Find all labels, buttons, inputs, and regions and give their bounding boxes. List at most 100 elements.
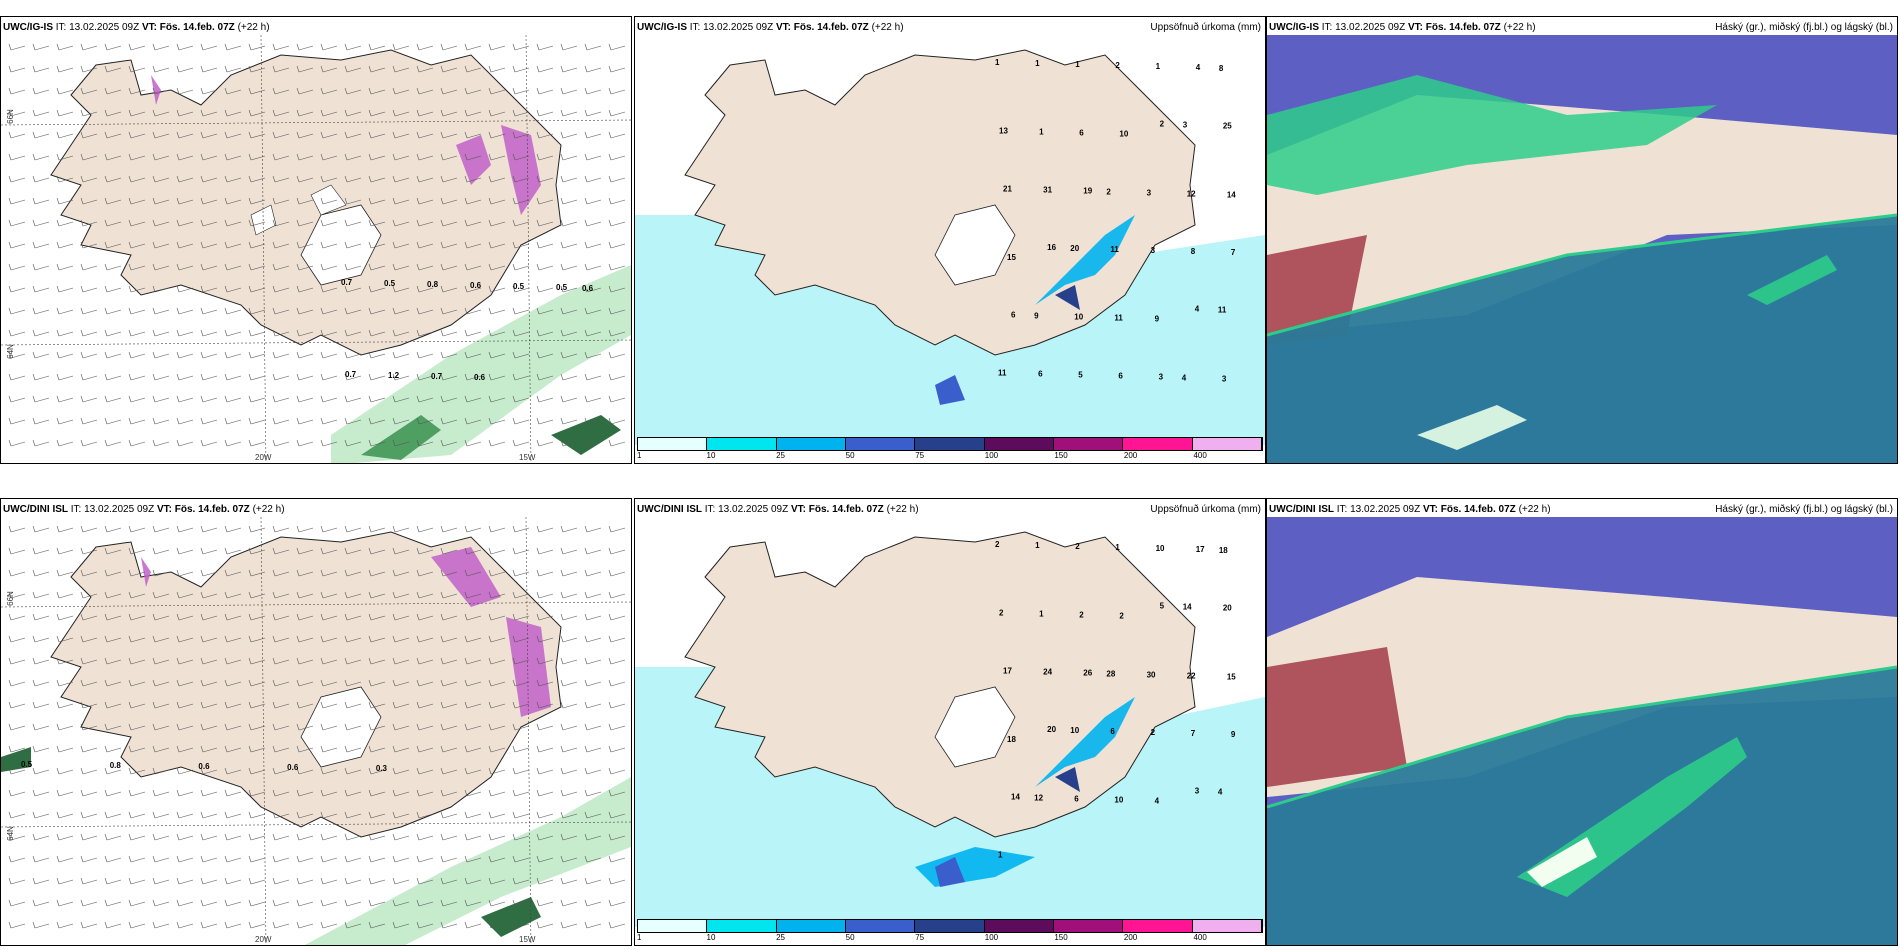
wind-barb	[200, 569, 218, 577]
wind-barb	[8, 219, 26, 227]
wind-barb	[368, 591, 386, 599]
wind-barb	[488, 877, 506, 885]
wind-barb	[200, 241, 218, 249]
wind-barb	[536, 789, 554, 797]
wind-barb	[536, 811, 554, 819]
wind-barb	[344, 109, 362, 117]
wind-barb	[176, 109, 194, 117]
wind-barb	[512, 373, 530, 381]
value-label: 2	[1106, 187, 1111, 196]
wind-barb	[296, 569, 314, 577]
wind-barb	[152, 569, 170, 577]
value-label: 19	[1083, 186, 1092, 195]
wind-barb	[344, 701, 362, 709]
wind-barb	[536, 591, 554, 599]
wind-barb	[80, 285, 98, 293]
wind-barb	[416, 285, 434, 293]
wind-barb	[488, 373, 506, 381]
wind-barb	[152, 43, 170, 51]
wind-barb	[80, 197, 98, 205]
wind-barb	[224, 921, 242, 929]
wind-barb	[512, 679, 530, 687]
value-label: 0.6	[287, 763, 299, 772]
wind-barb	[464, 417, 482, 425]
wind-barb	[296, 767, 314, 775]
wind-barb	[224, 701, 242, 709]
wind-barb	[152, 613, 170, 621]
wind-barb	[584, 153, 602, 161]
wind-barb	[512, 109, 530, 117]
wind-barb	[320, 87, 338, 95]
wind-barb	[320, 197, 338, 205]
wind-barb	[176, 87, 194, 95]
value-label: 4	[1195, 305, 1200, 314]
wind-barb	[368, 723, 386, 731]
wind-barb	[488, 219, 506, 227]
wind-value-labels: 0.5 0.8 0.6 0.6 0.3	[21, 760, 388, 773]
wind-barb	[392, 373, 410, 381]
wind-barb	[8, 131, 26, 139]
wind-barb	[32, 43, 50, 51]
panel-header: UWC/IG-IS IT: 13.02.2025 09Z VT: Fös. 14…	[637, 22, 904, 33]
wind-barb	[560, 307, 578, 315]
wind-barb	[224, 679, 242, 687]
wind-barb	[440, 87, 458, 95]
wind-barb	[464, 833, 482, 841]
wind-barb	[320, 899, 338, 907]
wind-barb	[176, 811, 194, 819]
wind-barb	[368, 351, 386, 359]
wind-barb	[176, 701, 194, 709]
wind-barb	[512, 767, 530, 775]
legend-swatch	[1123, 920, 1193, 932]
wind-barb	[224, 899, 242, 907]
wind-barb	[176, 635, 194, 643]
wind-barb	[416, 329, 434, 337]
wind-barb	[560, 87, 578, 95]
wind-barb	[224, 547, 242, 555]
wind-barb	[512, 591, 530, 599]
wind-barb	[200, 263, 218, 271]
wind-barb	[584, 723, 602, 731]
legend-label: 50	[845, 451, 855, 460]
wind-barb	[32, 307, 50, 315]
wind-barb	[272, 789, 290, 797]
wind-barb	[56, 833, 74, 841]
wind-barb	[320, 263, 338, 271]
wind-barb	[56, 43, 74, 51]
wind-barb	[440, 241, 458, 249]
wind-barb	[80, 613, 98, 621]
wind-barb	[104, 131, 122, 139]
wind-barb	[248, 351, 266, 359]
legend-label: 10	[706, 933, 716, 942]
wind-barb	[224, 395, 242, 403]
wind-barb	[344, 131, 362, 139]
wind-barb	[416, 263, 434, 271]
wind-barb	[248, 899, 266, 907]
wind-barb	[200, 329, 218, 337]
wind-barb	[200, 65, 218, 73]
legend-label: 25	[776, 933, 786, 942]
wind-barb	[104, 613, 122, 621]
wind-barb	[80, 417, 98, 425]
wind-barb	[128, 657, 146, 665]
wind-barb	[560, 109, 578, 117]
wind-barb	[32, 175, 50, 183]
wind-barb	[152, 417, 170, 425]
wind-barb	[176, 833, 194, 841]
value-label: 6	[1011, 311, 1016, 320]
wind-barb	[224, 657, 242, 665]
wind-barb	[272, 329, 290, 337]
wind-barb	[560, 745, 578, 753]
wind-barb	[536, 547, 554, 555]
wind-barb	[512, 811, 530, 819]
wind-barb	[152, 153, 170, 161]
wind-barb	[224, 373, 242, 381]
wind-barb	[512, 569, 530, 577]
wind-barb	[560, 263, 578, 271]
wind-barb	[608, 921, 626, 929]
wind-barb	[416, 65, 434, 73]
wind-barb	[536, 745, 554, 753]
wind-barb	[608, 307, 626, 315]
value-label: 4	[1196, 63, 1201, 72]
wind-barb	[200, 877, 218, 885]
